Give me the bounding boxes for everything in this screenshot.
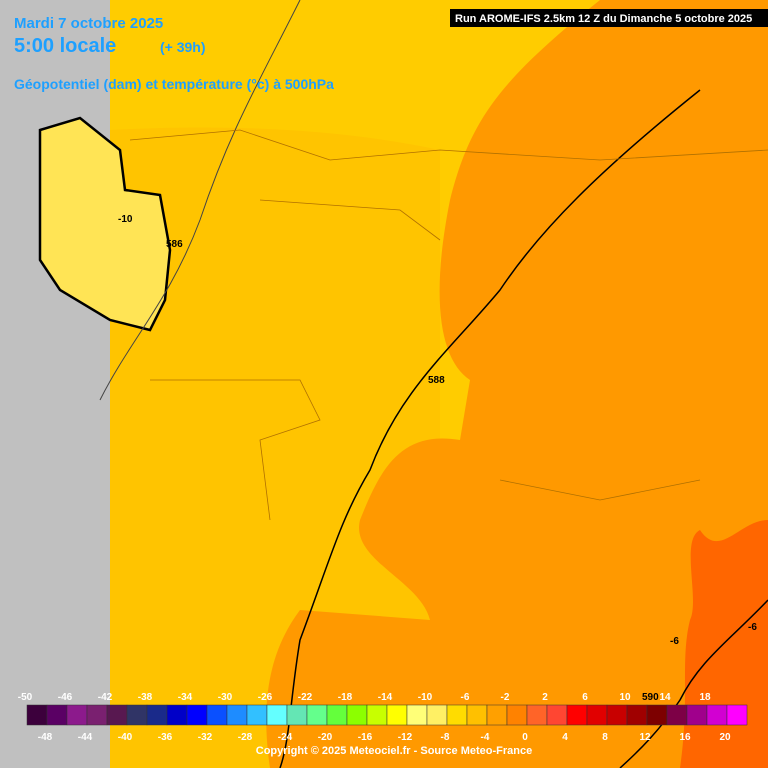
legend-swatch [106, 704, 128, 726]
legend-swatch [566, 704, 588, 726]
legend-label: -20 [318, 732, 333, 743]
contour-labels: -10 586 588 -6 -6 590 [118, 214, 757, 703]
contour-label: 588 [428, 375, 445, 386]
legend-label: -32 [198, 732, 213, 743]
legend-swatch [166, 704, 188, 726]
legend-swatch [146, 704, 168, 726]
legend-swatch [326, 704, 348, 726]
legend-swatch [46, 704, 68, 726]
date: Mardi 7 octobre 2025 [14, 15, 163, 32]
legend-swatch [586, 704, 608, 726]
lead-time: (+ 39h) [160, 39, 206, 55]
legend-label: -42 [98, 692, 113, 703]
legend-label: -48 [38, 732, 53, 743]
legend-swatch [666, 704, 688, 726]
contour-label: -6 [748, 622, 757, 633]
legend-swatch [86, 704, 108, 726]
legend-label: 18 [699, 692, 711, 703]
legend-label: -36 [158, 732, 173, 743]
legend-swatch [186, 704, 208, 726]
river [99, 0, 301, 401]
legend-swatch [246, 704, 268, 726]
legend-label: 0 [522, 732, 528, 743]
legend-swatch [126, 704, 148, 726]
borders [129, 129, 768, 521]
legend-swatch [506, 704, 528, 726]
legend-label: 4 [562, 732, 568, 743]
copyright: Copyright © 2025 Meteociel.fr - Source M… [256, 745, 532, 757]
legend-swatch [486, 704, 508, 726]
legend-swatch [386, 704, 408, 726]
legend-label: -8 [441, 732, 450, 743]
legend-swatch [526, 704, 548, 726]
run-box [450, 9, 768, 27]
legend-label: -28 [238, 732, 253, 743]
legend-label: -6 [461, 692, 470, 703]
zone-warm [266, 0, 768, 768]
legend-label: -22 [298, 692, 313, 703]
legend-label: -30 [218, 692, 233, 703]
legend-swatch [266, 704, 288, 726]
legend-label: -16 [358, 732, 373, 743]
legend-label: 12 [639, 732, 651, 743]
contour-label: -6 [670, 636, 679, 647]
isohypse-588 [279, 89, 701, 769]
legend-label: -4 [481, 732, 490, 743]
run-info: Run AROME-IFS 2.5km 12 Z du Dimanche 5 o… [455, 13, 752, 25]
legend-swatch [26, 704, 48, 726]
legend-swatch [426, 704, 448, 726]
legend-label: 14 [659, 692, 671, 703]
legend-label: -40 [118, 732, 133, 743]
legend-swatch [706, 704, 728, 726]
isohypse-590 [619, 599, 768, 769]
legend-label: -26 [258, 692, 273, 703]
legend-label: 6 [582, 692, 588, 703]
legend-swatch [346, 704, 368, 726]
legend-swatch [286, 704, 308, 726]
legend-swatch [606, 704, 628, 726]
legend-label: -14 [378, 692, 393, 703]
legend: -50 -46 -42 -38 -34 -30 -26 -22 -18 -14 -10 -6 -2 2 6 1… [18, 692, 748, 743]
legend-swatch [366, 704, 388, 726]
contour-label: -10 [118, 214, 133, 225]
legend-label: -18 [338, 692, 353, 703]
legend-label: -34 [178, 692, 193, 703]
legend-swatch [626, 704, 648, 726]
legend-label: 20 [719, 732, 731, 743]
legend-label: -46 [58, 692, 73, 703]
legend-label: -10 [418, 692, 433, 703]
legend-swatch [466, 704, 488, 726]
legend-label: 10 [619, 692, 631, 703]
contour-label: 586 [166, 239, 183, 250]
legend-swatch [726, 704, 748, 726]
legend-label: 8 [602, 732, 608, 743]
legend-swatch [446, 704, 468, 726]
legend-label: 2 [542, 692, 548, 703]
legend-label: -38 [138, 692, 153, 703]
legend-label: -44 [78, 732, 93, 743]
legend-swatch [306, 704, 328, 726]
legend-swatch [646, 704, 668, 726]
legend-swatch [206, 704, 228, 726]
legend-label: -24 [278, 732, 293, 743]
legend-swatch [546, 704, 568, 726]
contour-label: 590 [642, 692, 659, 703]
legend-swatch [66, 704, 88, 726]
legend-swatch [226, 704, 248, 726]
zone-mid [110, 127, 440, 768]
legend-label: -12 [398, 732, 413, 743]
cold-zone [38, 116, 172, 332]
legend-label: 16 [679, 732, 691, 743]
legend-swatch [406, 704, 428, 726]
legend-swatch [686, 704, 708, 726]
legend-label: -50 [18, 692, 33, 703]
subtitle: Géopotentiel (dam) et température (°c) à… [14, 76, 334, 92]
legend-label: -2 [501, 692, 510, 703]
time: 5:00 locale [14, 35, 116, 57]
